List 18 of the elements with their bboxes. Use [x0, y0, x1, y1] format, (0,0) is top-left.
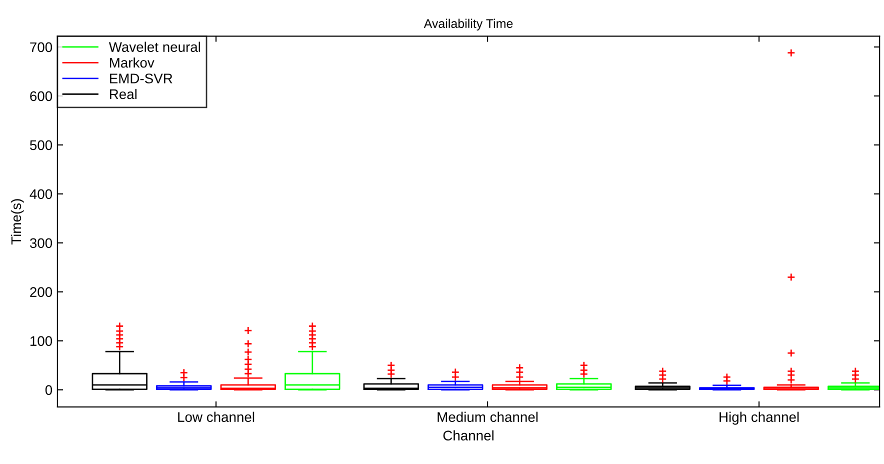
y-tick-label: 300 [30, 238, 52, 248]
y-tick-label: 500 [30, 140, 52, 150]
y-tick-label: 0 [45, 385, 52, 395]
x-tick-label: Low channel [178, 412, 254, 422]
x-tick-label: High channel [720, 412, 799, 425]
legend-label: Wavelet neural [108, 42, 200, 52]
chart-title: Availability Time [424, 18, 513, 30]
y-axis-title: Time(s) [10, 199, 24, 245]
legend-label: EMD-SVR [110, 74, 172, 84]
x-axis-title: Channel [443, 430, 494, 440]
legend-label: Markov [110, 57, 154, 68]
legend-label: Real [110, 88, 136, 100]
y-tick-label: 600 [30, 91, 52, 102]
y-tick-label: 200 [30, 287, 52, 298]
y-tick-label: 700 [30, 42, 52, 52]
y-tick-label: 400 [30, 189, 52, 200]
x-tick-label: Medium channel [438, 412, 538, 422]
y-tick-label: 100 [30, 336, 52, 346]
